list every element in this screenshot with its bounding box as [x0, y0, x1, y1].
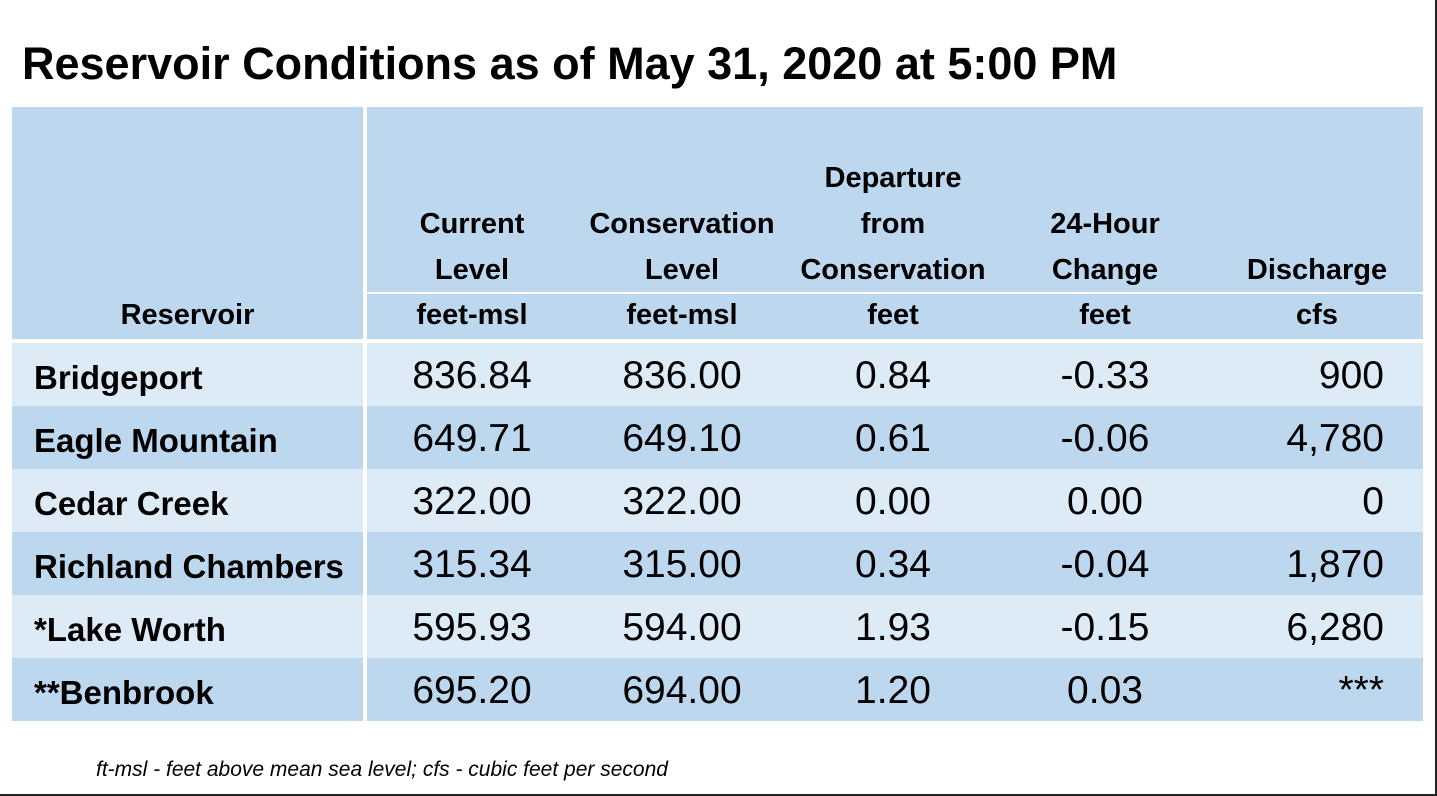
conservation-level: 649.10 [622, 417, 742, 460]
header-departure-line1: Departure [824, 162, 962, 194]
current-level: 315.34 [412, 543, 532, 586]
current-level: 595.93 [412, 606, 532, 649]
page-title: Reservoir Conditions as of May 31, 2020 … [22, 38, 1118, 89]
unit-departure: feet [867, 299, 919, 331]
header-change-line2: Change [1051, 254, 1159, 286]
header-departure-line3: Conservation [800, 254, 986, 286]
header-current-line1: Current [419, 208, 525, 240]
header-24hr-change: 24-Hour Change [999, 201, 1211, 293]
conservation-level: 694.00 [622, 669, 742, 712]
table-row: Cedar Creek 322.00 322.00 0.00 0.00 0 [12, 469, 1423, 532]
discharge: 4,780 [1286, 417, 1384, 460]
change-24hr: -0.15 [1060, 606, 1150, 649]
departure: 1.93 [855, 606, 931, 649]
table-header [12, 107, 1423, 339]
header-departure: Departure from Conservation [787, 155, 999, 293]
conservation-level: 315.00 [622, 543, 742, 586]
unit-conservation: feet-msl [626, 299, 738, 331]
header-conservation-level: Conservation Level [577, 201, 787, 293]
discharge: *** [1338, 669, 1384, 712]
column-divider [363, 107, 367, 721]
header-conservation-line2: Level [644, 254, 720, 286]
reservoir-name: **Benbrook [34, 674, 214, 711]
reservoir-name: *Lake Worth [34, 611, 226, 648]
table-row: Eagle Mountain 649.71 649.10 0.61 -0.06 … [12, 406, 1423, 469]
departure: 0.34 [855, 543, 931, 586]
table-row: Richland Chambers 315.34 315.00 0.34 -0.… [12, 532, 1423, 595]
current-level: 649.71 [412, 417, 532, 460]
change-24hr: -0.04 [1060, 543, 1150, 586]
header-departure-line2: from [860, 208, 926, 240]
change-24hr: -0.33 [1060, 354, 1150, 397]
reservoir-name: Bridgeport [34, 359, 203, 396]
departure: 0.84 [855, 354, 931, 397]
change-24hr: 0.03 [1067, 669, 1143, 712]
header-discharge-line1: Discharge [1246, 254, 1388, 286]
change-24hr: 0.00 [1067, 480, 1143, 523]
header-change-line1: 24-Hour [1050, 208, 1160, 240]
current-level: 322.00 [412, 480, 532, 523]
current-level: 836.84 [412, 354, 532, 397]
discharge: 6,280 [1286, 606, 1384, 649]
conservation-level: 836.00 [622, 354, 742, 397]
header-current-level: Current Level [367, 201, 577, 293]
current-level: 695.20 [412, 669, 532, 712]
unit-current: feet-msl [416, 299, 528, 331]
header-discharge: Discharge [1211, 247, 1423, 293]
footnote: ft-msl - feet above mean sea level; cfs … [96, 758, 668, 781]
table-row: **Benbrook 695.20 694.00 1.20 0.03 *** [12, 658, 1423, 721]
discharge: 1,870 [1286, 543, 1384, 586]
header-conservation-line1: Conservation [589, 208, 775, 240]
table-row: Bridgeport 836.84 836.00 0.84 -0.33 900 [12, 343, 1423, 406]
departure: 1.20 [855, 669, 931, 712]
change-24hr: -0.06 [1060, 417, 1150, 460]
reservoir-name: Richland Chambers [34, 548, 344, 585]
reservoir-name: Eagle Mountain [34, 422, 278, 459]
header-reservoir: Reservoir [120, 299, 255, 331]
unit-discharge: cfs [1296, 299, 1338, 331]
conservation-level: 322.00 [622, 480, 742, 523]
reservoir-name: Cedar Creek [34, 485, 229, 522]
unit-change: feet [1079, 299, 1131, 331]
departure: 0.61 [855, 417, 931, 460]
body-divider [12, 339, 1423, 343]
header-divider [367, 292, 1423, 294]
conservation-level: 594.00 [622, 606, 742, 649]
header-current-line2: Level [434, 254, 510, 286]
discharge: 0 [1362, 480, 1384, 523]
table-row: *Lake Worth 595.93 594.00 1.93 -0.15 6,2… [12, 595, 1423, 658]
reservoir-table: Current Level Conservation Level Departu… [12, 107, 1423, 721]
departure: 0.00 [855, 480, 931, 523]
discharge: 900 [1318, 354, 1384, 397]
